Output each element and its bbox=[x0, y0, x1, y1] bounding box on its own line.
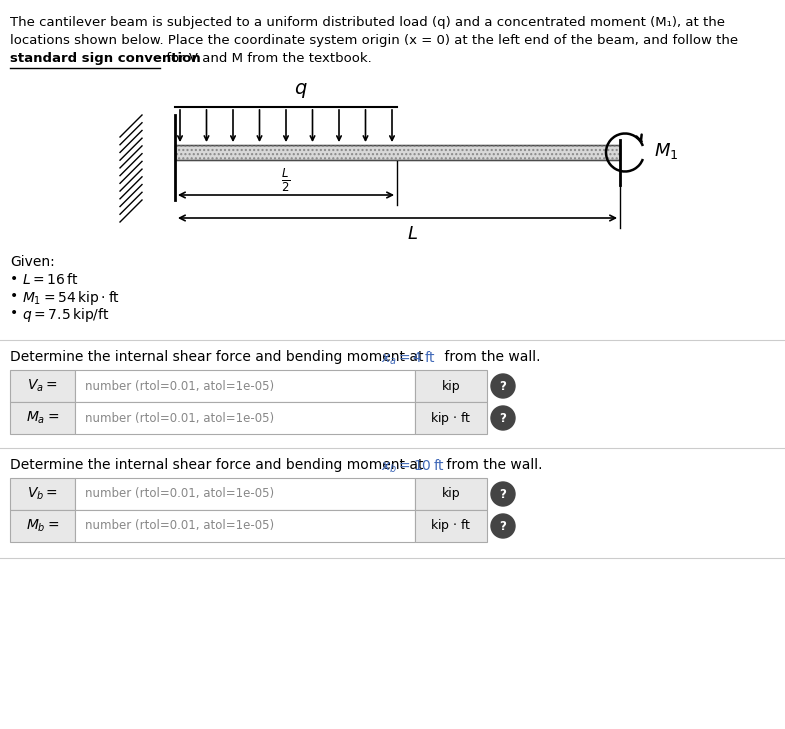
Text: for V and M from the textbook.: for V and M from the textbook. bbox=[162, 52, 372, 65]
FancyBboxPatch shape bbox=[415, 510, 487, 542]
Text: from the wall.: from the wall. bbox=[440, 350, 541, 364]
Circle shape bbox=[491, 482, 515, 506]
Text: number (rtol=0.01, atol=1e-05): number (rtol=0.01, atol=1e-05) bbox=[85, 380, 274, 392]
Circle shape bbox=[491, 406, 515, 430]
Text: kip $\cdot$ ft: kip $\cdot$ ft bbox=[430, 518, 472, 534]
FancyBboxPatch shape bbox=[415, 478, 487, 510]
FancyBboxPatch shape bbox=[10, 402, 75, 434]
Text: ?: ? bbox=[499, 411, 506, 424]
FancyBboxPatch shape bbox=[415, 370, 487, 402]
Text: •: • bbox=[10, 272, 23, 286]
Text: kip: kip bbox=[442, 488, 460, 501]
Text: $V_a =$: $V_a =$ bbox=[27, 378, 58, 394]
Text: $M_1 = 54\,\mathrm{kip \cdot ft}$: $M_1 = 54\,\mathrm{kip \cdot ft}$ bbox=[22, 289, 120, 307]
Text: $q$: $q$ bbox=[294, 80, 308, 99]
Text: Determine the internal shear force and bending moment at: Determine the internal shear force and b… bbox=[10, 458, 428, 472]
Text: •: • bbox=[10, 306, 23, 320]
Text: $L$: $L$ bbox=[407, 225, 418, 243]
FancyBboxPatch shape bbox=[75, 510, 415, 542]
Text: $x_a = 4\,\mathrm{ft}$: $x_a = 4\,\mathrm{ft}$ bbox=[381, 350, 436, 367]
Bar bbox=[175, 145, 620, 160]
FancyBboxPatch shape bbox=[75, 370, 415, 402]
Text: standard sign convention: standard sign convention bbox=[10, 52, 201, 65]
Text: number (rtol=0.01, atol=1e-05): number (rtol=0.01, atol=1e-05) bbox=[85, 520, 274, 532]
Text: $M_1$: $M_1$ bbox=[654, 141, 678, 160]
Text: ?: ? bbox=[499, 520, 506, 532]
Text: ?: ? bbox=[499, 380, 506, 392]
Text: $\frac{L}{2}$: $\frac{L}{2}$ bbox=[281, 166, 290, 194]
Text: $M_a =$: $M_a =$ bbox=[26, 410, 59, 426]
Text: $M_b =$: $M_b =$ bbox=[26, 518, 59, 534]
Text: ?: ? bbox=[499, 488, 506, 501]
Bar bbox=[175, 145, 620, 160]
Circle shape bbox=[491, 514, 515, 538]
FancyBboxPatch shape bbox=[75, 478, 415, 510]
Text: $V_b =$: $V_b =$ bbox=[27, 486, 58, 502]
Text: kip $\cdot$ ft: kip $\cdot$ ft bbox=[430, 410, 472, 426]
Text: $q = 7.5\,\mathrm{kip/ft}$: $q = 7.5\,\mathrm{kip/ft}$ bbox=[22, 306, 110, 324]
Text: Given:: Given: bbox=[10, 255, 55, 269]
Text: The cantilever beam is subjected to a uniform distributed load (q) and a concent: The cantilever beam is subjected to a un… bbox=[10, 16, 725, 29]
Text: •: • bbox=[10, 289, 23, 303]
FancyBboxPatch shape bbox=[10, 478, 75, 510]
FancyBboxPatch shape bbox=[75, 402, 415, 434]
FancyBboxPatch shape bbox=[10, 370, 75, 402]
Circle shape bbox=[491, 374, 515, 398]
Text: $x_b = 10\,\mathrm{ft}$: $x_b = 10\,\mathrm{ft}$ bbox=[381, 458, 445, 475]
Text: $L = 16\,\mathrm{ft}$: $L = 16\,\mathrm{ft}$ bbox=[22, 272, 78, 287]
Text: number (rtol=0.01, atol=1e-05): number (rtol=0.01, atol=1e-05) bbox=[85, 488, 274, 501]
Text: from the wall.: from the wall. bbox=[442, 458, 542, 472]
FancyBboxPatch shape bbox=[415, 402, 487, 434]
FancyBboxPatch shape bbox=[10, 510, 75, 542]
Text: number (rtol=0.01, atol=1e-05): number (rtol=0.01, atol=1e-05) bbox=[85, 411, 274, 424]
Text: kip: kip bbox=[442, 380, 460, 392]
Text: locations shown below. Place the coordinate system origin (x = 0) at the left en: locations shown below. Place the coordin… bbox=[10, 34, 738, 47]
Text: Determine the internal shear force and bending moment at: Determine the internal shear force and b… bbox=[10, 350, 428, 364]
